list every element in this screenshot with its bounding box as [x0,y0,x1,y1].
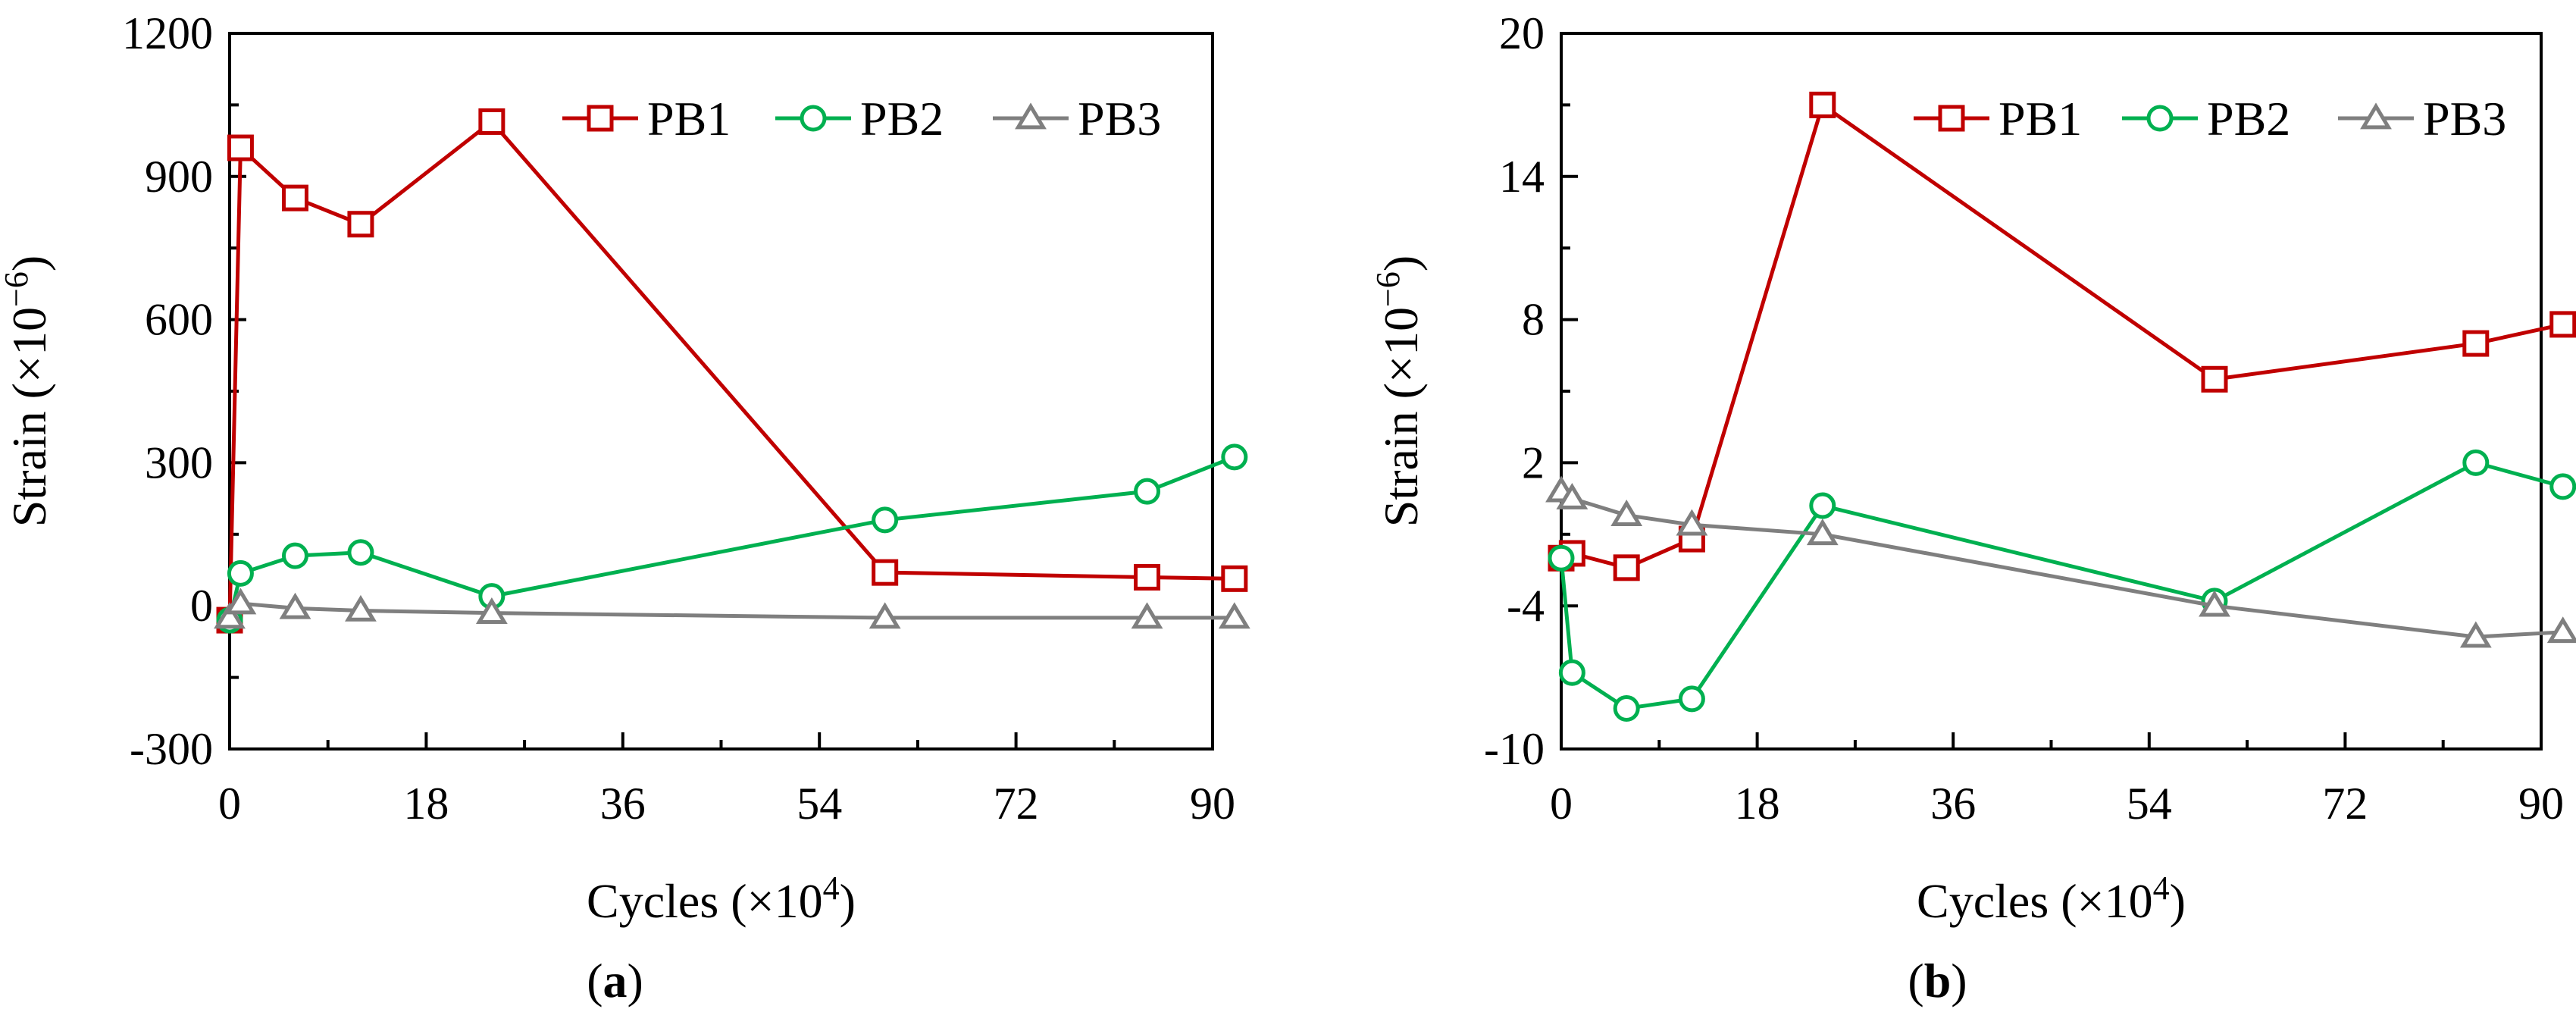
legend-label: PB1 [1999,92,2082,146]
data-point-pb2 [1678,685,1705,713]
data-point-pb1 [2462,330,2490,357]
data-point-pb3 [1131,602,1163,629]
legend-item-pb2: PB2 [2122,92,2290,146]
data-point-pb3 [1610,500,1643,526]
y-tick-label: 600 [145,295,213,345]
x-tick-label: 90 [1190,779,1235,829]
x-tick-label: 18 [403,779,449,829]
x-tick-label: 90 [2518,779,2564,829]
series-pb3 [214,588,1250,629]
x-tick-label: 18 [1735,779,1780,829]
data-point-pb3 [869,602,901,629]
data-point-pb3 [214,602,246,629]
legend-marker [2146,105,2174,132]
legend-item-pb3: PB3 [993,92,1161,146]
data-point-pb1 [2549,311,2576,338]
data-point-pb3 [1676,509,1708,536]
y-tick-label: -10 [1484,724,1545,774]
data-point-pb3 [279,592,311,619]
data-point-pb1 [872,559,899,586]
data-point-pb3 [1218,602,1250,629]
data-point-pb3 [1806,519,1839,546]
y-tick-label: -300 [130,724,213,774]
data-point-pb1 [1134,563,1161,591]
legend-item-pb1: PB1 [1914,92,2082,146]
legend-label: PB3 [2423,92,2506,146]
data-point-pb2 [227,559,254,587]
data-point-pb3 [2459,621,2492,648]
data-point-pb3 [2546,616,2576,644]
chart-panel-b: -10 -4 2 8 14 20 0 18 36 54 72 90 Cycles (×104) Strai… [1369,8,2576,1007]
legend-label: PB1 [647,92,731,146]
x-tick-label: 54 [797,779,842,829]
data-point-pb3 [224,588,257,615]
legend-marker [1015,102,1047,130]
y-tick-label: 0 [190,581,213,631]
data-point-pb1 [347,211,374,238]
series-pb2 [216,443,1248,634]
y-tick-label: 2 [1522,437,1545,487]
data-point-pb2 [1548,544,1575,572]
series-pb3 [1545,475,2576,648]
x-tick-label: 36 [600,779,646,829]
panel-label: (a) [587,954,643,1007]
x-axis-title: Cycles (×104) [587,870,856,928]
data-point-pb3 [1556,482,1588,509]
data-point-pb2 [1134,478,1161,505]
y-tick-label: 14 [1499,152,1545,202]
legend-label: PB2 [2207,92,2290,146]
legend-item-pb1: PB1 [562,92,731,146]
panel-label: (b) [1908,954,1967,1007]
data-point-pb1 [478,108,505,135]
data-point-pb2 [872,506,899,534]
y-tick-label: 8 [1522,295,1545,345]
x-tick-label: 0 [1550,779,1573,829]
data-point-pb2 [1558,659,1585,686]
x-tick-label: 72 [994,779,1039,829]
legend-item-pb2: PB2 [775,92,944,146]
y-tick-label: 20 [1499,8,1545,58]
data-point-pb3 [2199,590,2230,617]
y-tick-label: 900 [145,152,213,202]
legend-marker [587,105,614,132]
y-axis-title: Strain (×10−6) [0,255,56,527]
data-point-pb3 [345,594,377,622]
legend-label: PB3 [1078,92,1161,146]
data-point-pb2 [1613,695,1640,722]
data-point-pb2 [347,539,374,566]
data-point-pb2 [1809,492,1836,519]
data-point-pb2 [2462,449,2490,476]
data-point-pb2 [281,542,308,569]
data-point-pb2 [2549,473,2576,500]
legend-marker [2360,102,2392,130]
x-axis-title: Cycles (×104) [1917,870,2186,928]
x-tick-label: 54 [2127,779,2172,829]
data-point-pb1 [1221,565,1248,592]
data-point-pb1 [227,134,254,161]
data-point-pb3 [475,597,508,624]
x-tick-label: 0 [218,779,241,829]
x-tick-label: 72 [2322,779,2368,829]
legend-item-pb3: PB3 [2338,92,2506,146]
x-tick-label: 36 [1930,779,1976,829]
y-tick-label: -4 [1507,581,1545,631]
data-point-pb1 [1809,91,1836,118]
legend-label: PB2 [860,92,944,146]
data-point-pb1 [1613,554,1640,581]
data-point-pb1 [2201,365,2228,393]
data-point-pb2 [1221,443,1248,471]
y-tick-label: 1200 [122,8,213,58]
legend-marker [800,105,827,132]
legend-marker [1938,105,1965,132]
data-point-pb1 [281,184,308,212]
y-axis-title: Strain (×10−6) [1369,255,1428,527]
y-tick-label: 300 [145,437,213,487]
